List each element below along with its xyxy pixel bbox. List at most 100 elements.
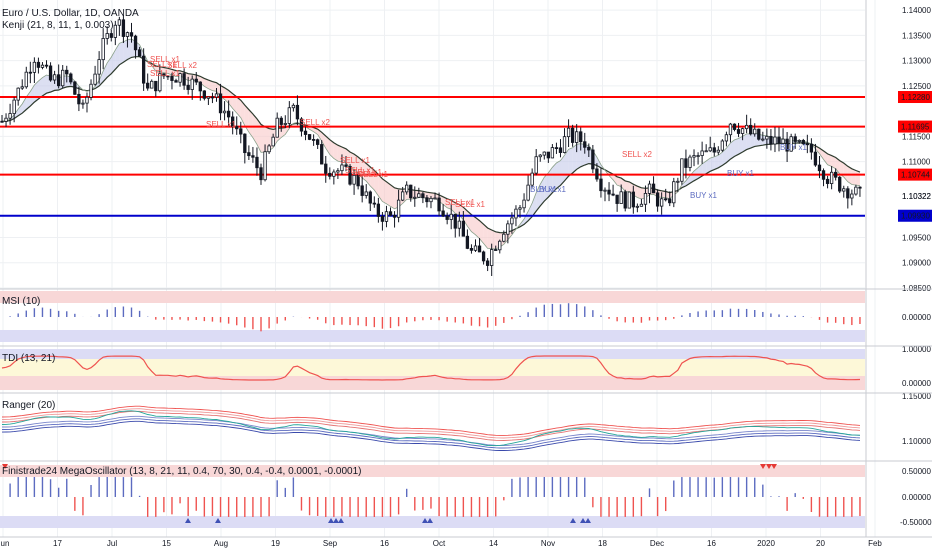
sell-signal-label: SELL x1 [352, 168, 382, 177]
cloud-segment [552, 162, 557, 193]
sell-arrow-icon [766, 464, 772, 469]
price-tick-label: 1.14000 [902, 6, 931, 15]
buy-signal-label: BUY x1 [727, 169, 755, 178]
candle-body [328, 172, 332, 177]
cloud-segment [244, 105, 249, 133]
sell-arrow-icon [2, 464, 8, 469]
candle-body [502, 233, 506, 242]
horizontal-levels[interactable]: 1.12280 1.11695 1.10744 1.09930 [0, 91, 932, 222]
mega-tick-label: 0.00000 [902, 493, 931, 502]
axes: Jun17Jul15Aug19Sep16Oct14Nov18Dec1620202… [0, 6, 932, 548]
buy-arrow-icon [328, 518, 334, 523]
candle-body [210, 96, 215, 99]
cloud-segment [483, 224, 488, 249]
cloud-segment [625, 180, 630, 192]
candle-body [664, 198, 668, 201]
sell-signal-label: SELL x1 [455, 200, 485, 209]
candle-body [141, 55, 146, 84]
price-tick-label: 1.13000 [902, 57, 931, 66]
candle-body [583, 141, 587, 148]
cloud-segment [722, 148, 727, 166]
candle-body [113, 24, 117, 38]
cloud-segment [378, 174, 383, 202]
cloud-segment [479, 220, 484, 244]
candle-body [283, 123, 287, 125]
candle-body [777, 136, 781, 144]
candle-body [704, 150, 708, 153]
level-price-tag [898, 209, 932, 222]
candle-body [579, 131, 583, 143]
x-tick-label: Nov [541, 539, 555, 548]
msi-upper-band [0, 291, 865, 303]
candle-body [158, 73, 162, 92]
candle-body [352, 175, 356, 185]
x-tick-label: Aug [214, 539, 228, 548]
sell-arrow-icon [771, 464, 777, 469]
level-price-label: 1.10744 [901, 171, 930, 180]
cloud-segment [617, 176, 622, 187]
candle-body [477, 245, 482, 253]
price-tick-label: 1.12500 [902, 82, 931, 91]
indicator-bands [0, 291, 865, 528]
candle-body [510, 217, 514, 225]
candle-body [761, 138, 765, 141]
cloud-segment [341, 146, 346, 163]
price-tick-label: 1.13500 [902, 31, 931, 40]
candle-body [591, 149, 595, 170]
candle-body [736, 129, 741, 134]
candle-body [526, 184, 530, 201]
candle-body [48, 65, 53, 81]
candle-body [396, 199, 401, 218]
cloud-segment [18, 104, 23, 116]
candle-body [117, 19, 122, 26]
ranger-band-line [1, 408, 861, 439]
candle-body [218, 93, 223, 114]
ranger-tick-label: 1.10000 [902, 437, 931, 446]
candle-body [825, 178, 830, 184]
cloud-segment [447, 198, 452, 210]
cloud-segment [248, 109, 253, 138]
candle-body [73, 81, 77, 95]
candle-body [793, 136, 797, 142]
x-tick-label: Dec [650, 539, 664, 548]
cloud-segment [200, 76, 205, 87]
candle-body [226, 110, 231, 118]
candle-body [380, 215, 385, 222]
candle-body [651, 183, 656, 194]
candle-body [566, 127, 571, 138]
cloud-segment [714, 155, 719, 170]
cloud-segment [463, 207, 468, 227]
cloud-segment [337, 145, 342, 162]
candle-body [69, 73, 73, 83]
ranger-pane-label: Ranger (20) [2, 400, 56, 411]
candle-body [688, 156, 692, 168]
candlesticks[interactable] [0, 15, 862, 277]
cloud-segment [568, 147, 573, 177]
ranger-band-line [2, 418, 861, 449]
candle-body [732, 123, 737, 130]
buy-arrow-icon [422, 518, 428, 523]
sell-signal-label: SELL x2 [167, 61, 197, 70]
candle-body [360, 185, 364, 196]
cloud-segment [345, 148, 351, 168]
pane-separators[interactable] [0, 0, 932, 538]
candle-body [206, 96, 211, 99]
candle-body [773, 136, 777, 145]
candle-body [388, 211, 393, 216]
cloud-segment [333, 142, 338, 162]
x-tick-label: Jun [0, 539, 9, 548]
chart-title: Euro / U.S. Dollar, 1D, OANDA [2, 8, 139, 19]
candle-body [546, 151, 550, 159]
cloud-segment [103, 62, 108, 82]
cloud-segment [560, 155, 565, 186]
candle-body [57, 74, 61, 87]
sell-signal-label: SELL x1 [340, 156, 370, 165]
candle-body [372, 202, 376, 205]
cloud-segment [261, 124, 266, 153]
candle-body [846, 188, 850, 199]
sell-signal-label: SELL x1 [358, 170, 388, 179]
candle-body [728, 123, 733, 136]
candle-body [716, 149, 720, 153]
candle-body [40, 64, 45, 68]
